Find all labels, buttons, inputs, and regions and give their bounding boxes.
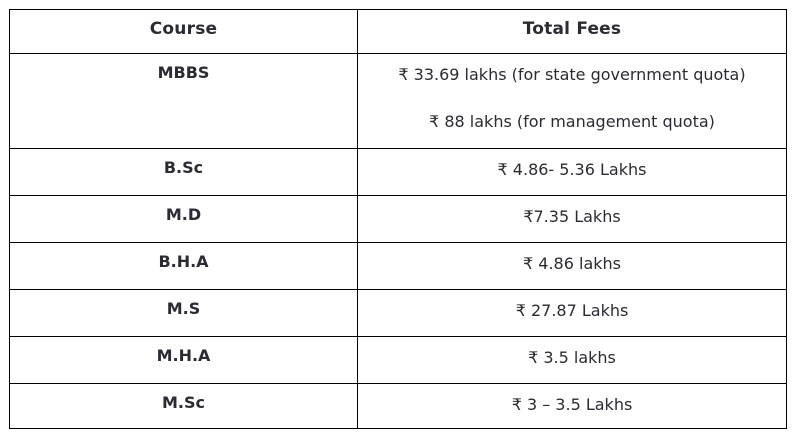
fees-cell: ₹ 27.87 Lakhs <box>357 289 787 337</box>
course-cell: B.H.A <box>9 242 358 290</box>
fees-cell: ₹ 4.86- 5.36 Lakhs <box>357 148 787 196</box>
table-row: B.H.A ₹ 4.86 lakhs <box>9 242 787 290</box>
course-name: B.H.A <box>158 252 209 271</box>
course-cell: M.D <box>9 195 358 243</box>
header-row: Course Total Fees <box>9 9 787 54</box>
course-cell: MBBS <box>9 53 358 149</box>
course-name: M.Sc <box>161 393 205 412</box>
fee-line: ₹ 3 – 3.5 Lakhs <box>511 395 633 414</box>
course-cell: M.Sc <box>9 383 358 429</box>
course-column-header: Course <box>9 9 358 54</box>
fees-cell: ₹7.35 Lakhs <box>357 195 787 243</box>
table-header: Course Total Fees <box>9 9 787 54</box>
fee-line: ₹ 88 lakhs (for management quota) <box>429 112 715 131</box>
fee-line: ₹ 3.5 lakhs <box>528 348 616 367</box>
course-name: MBBS <box>157 63 210 82</box>
course-name: B.Sc <box>163 158 204 177</box>
course-cell: B.Sc <box>9 148 358 196</box>
fees-cell: ₹ 3 – 3.5 Lakhs <box>357 383 787 429</box>
total-fees-column-header: Total Fees <box>357 9 787 54</box>
course-cell: M.S <box>9 289 358 337</box>
course-fees-table: Course Total Fees MBBS ₹ 33.69 lakhs (fo… <box>9 9 787 429</box>
course-name: M.H.A <box>156 346 211 365</box>
course-cell: M.H.A <box>9 336 358 384</box>
table-row: M.H.A ₹ 3.5 lakhs <box>9 336 787 384</box>
table-row: M.S ₹ 27.87 Lakhs <box>9 289 787 337</box>
table-body: MBBS ₹ 33.69 lakhs (for state government… <box>9 53 787 429</box>
course-name: M.S <box>166 299 201 318</box>
fee-line: ₹ 33.69 lakhs (for state government quot… <box>398 65 746 84</box>
fees-cell: ₹ 4.86 lakhs <box>357 242 787 290</box>
fee-line: ₹ 4.86 lakhs <box>523 254 621 273</box>
fee-line: ₹ 4.86- 5.36 Lakhs <box>497 160 647 179</box>
fee-line: ₹ 27.87 Lakhs <box>515 301 629 320</box>
fees-cell: ₹ 3.5 lakhs <box>357 336 787 384</box>
table-row: MBBS ₹ 33.69 lakhs (for state government… <box>9 53 787 149</box>
course-name: M.D <box>165 205 202 224</box>
table-row: B.Sc ₹ 4.86- 5.36 Lakhs <box>9 148 787 196</box>
fees-cell: ₹ 33.69 lakhs (for state government quot… <box>357 53 787 149</box>
table-row: M.Sc ₹ 3 – 3.5 Lakhs <box>9 383 787 429</box>
fee-line: ₹7.35 Lakhs <box>523 207 621 226</box>
table-row: M.D ₹7.35 Lakhs <box>9 195 787 243</box>
